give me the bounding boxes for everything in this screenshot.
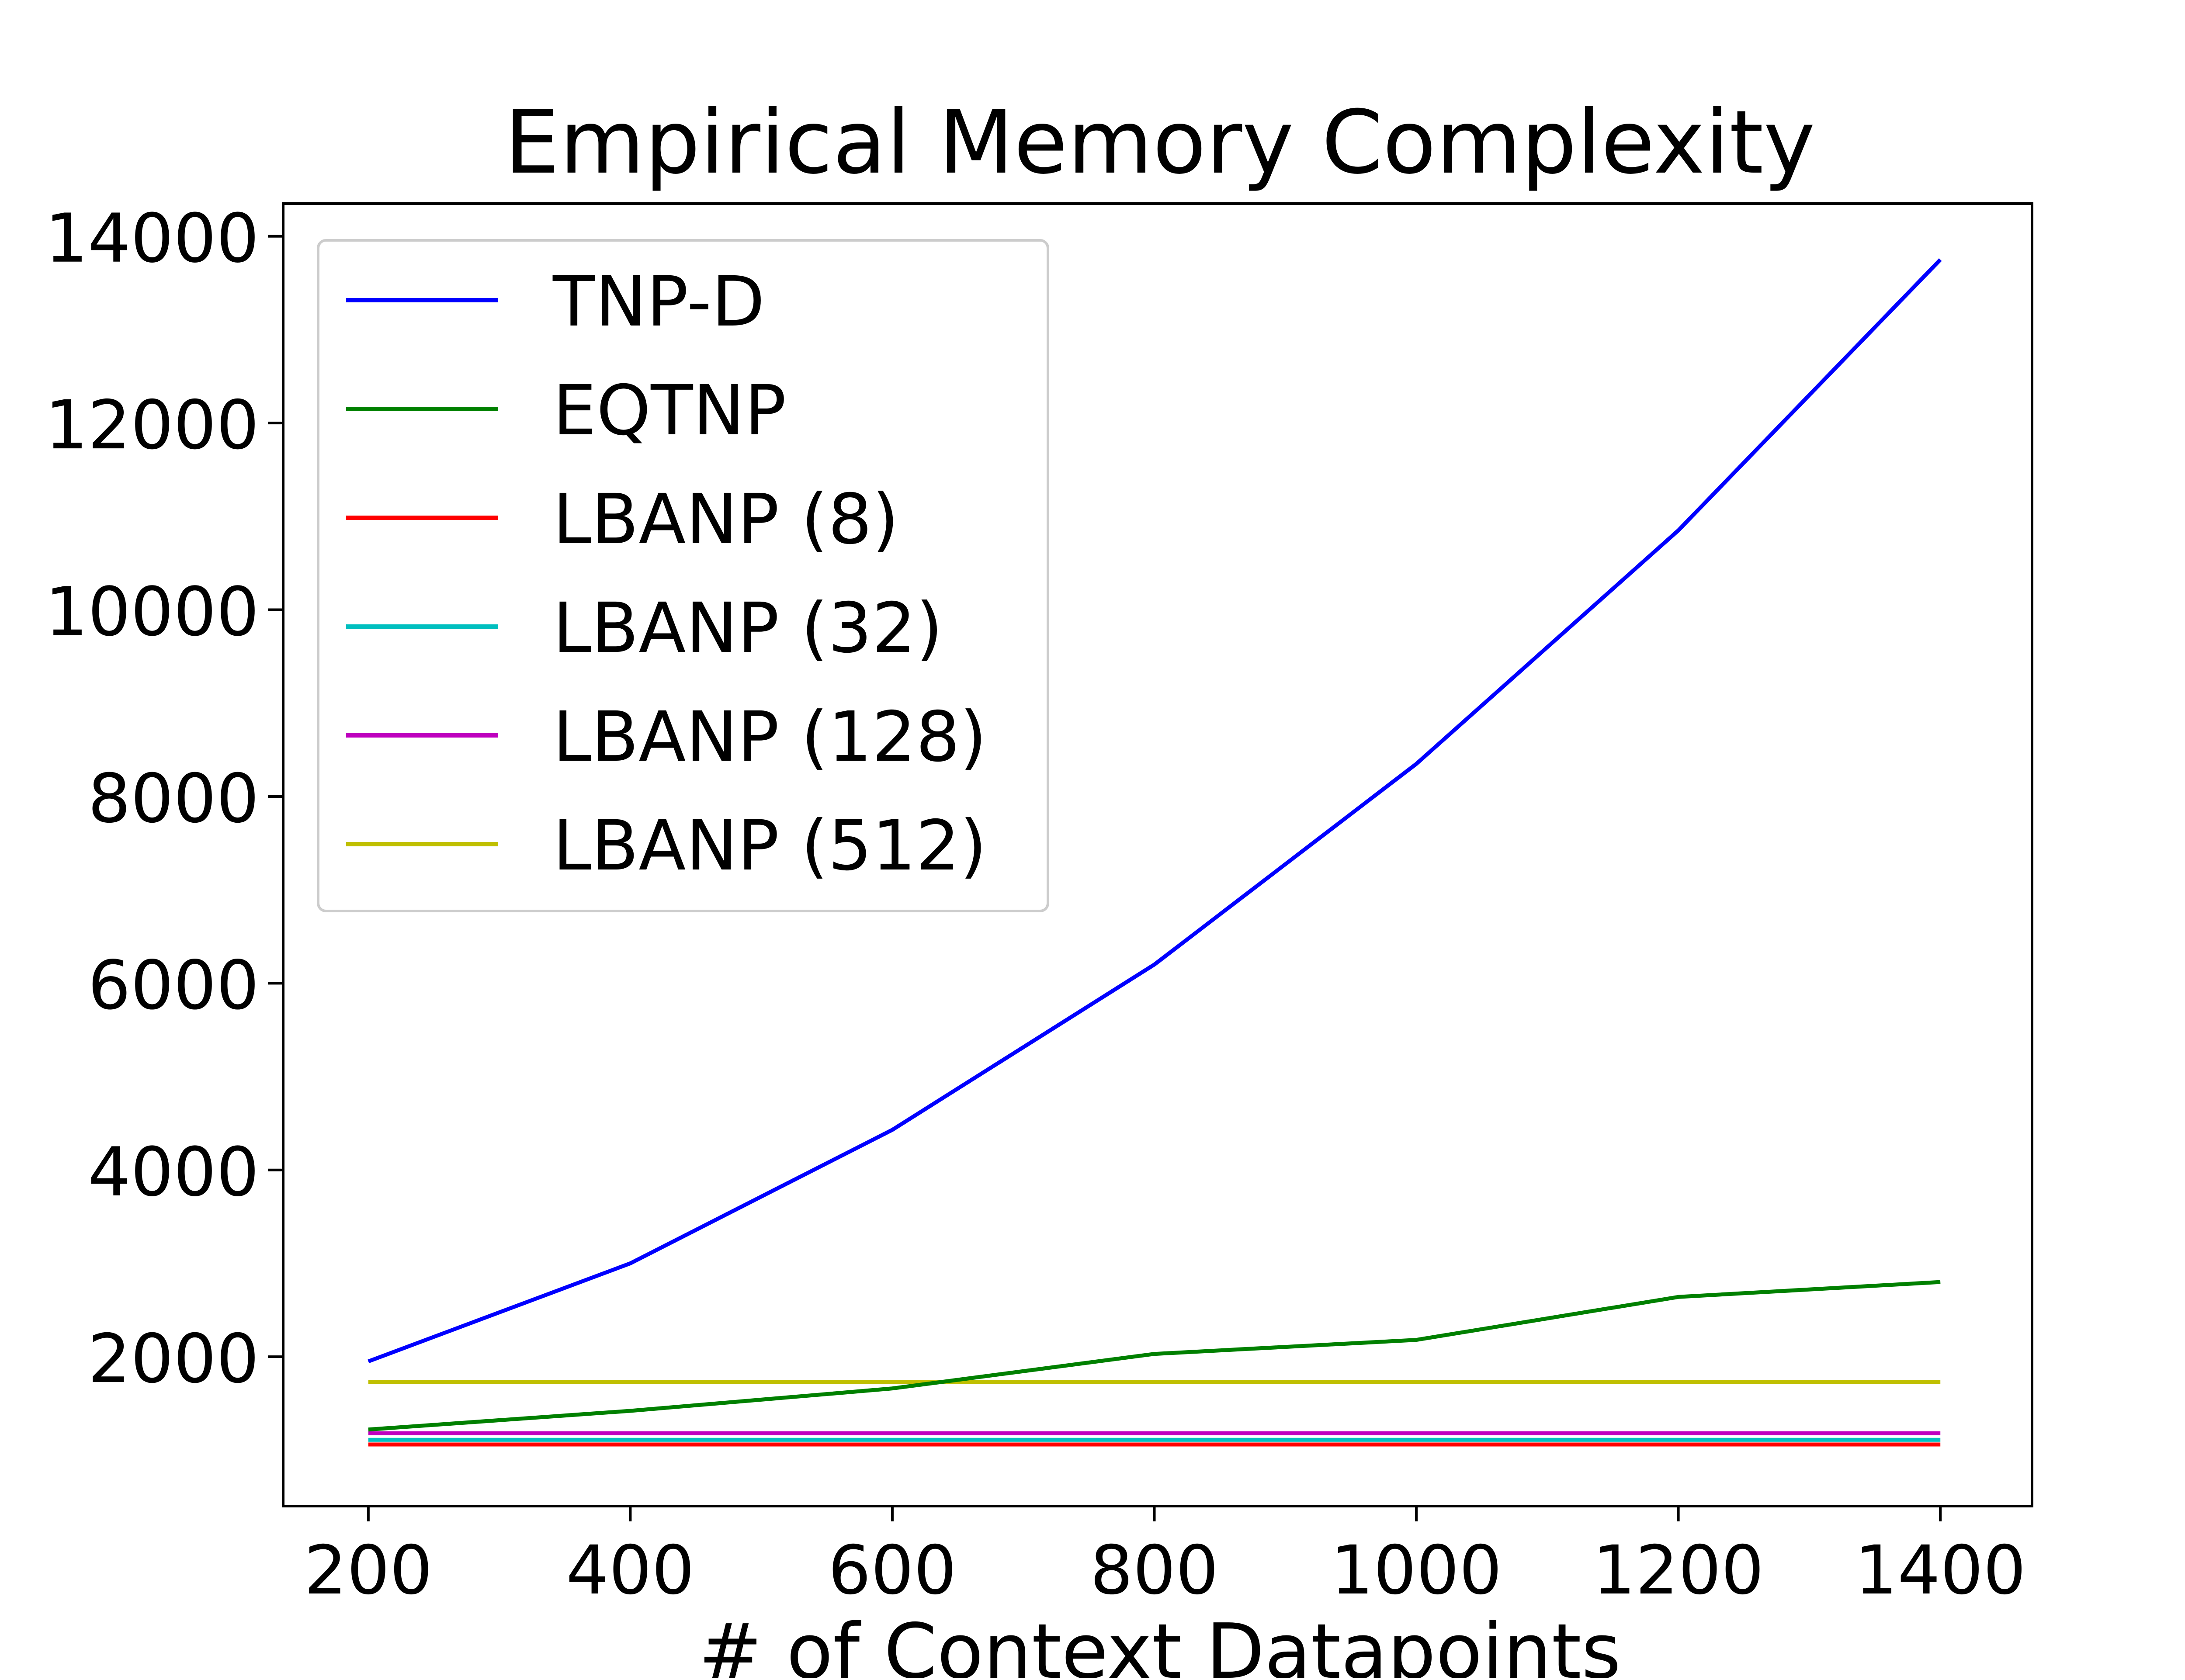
legend-label: EQTNP xyxy=(553,371,786,451)
y-tick-label: 8000 xyxy=(88,760,259,838)
x-tick-label: 400 xyxy=(566,1531,694,1610)
legend-label: LBANP (128) xyxy=(553,697,987,777)
x-tick-label: 1400 xyxy=(1855,1531,2026,1610)
legend: TNP-D EQTNP LBANP (8) LBANP (32) LBANP (128)… xyxy=(317,239,1049,912)
x-tick-label: 1000 xyxy=(1331,1531,1502,1610)
x-tick-label: 1200 xyxy=(1593,1531,1764,1610)
x-tick-label: 200 xyxy=(304,1531,433,1610)
x-axis-label: # of Context Datapoints xyxy=(699,1607,1621,1678)
x-axis: 200 400 600 800 1000 1200 1400 xyxy=(304,1506,2026,1610)
y-axis: 2000 4000 6000 8000 10000 12000 14000 xyxy=(45,200,283,1398)
plot-lines xyxy=(368,258,1942,1447)
series-line-tnp-d xyxy=(368,258,1942,1364)
y-tick-label: 6000 xyxy=(88,946,259,1025)
y-tick-label: 2000 xyxy=(88,1320,259,1398)
chart-title: Empirical Memory Complexity xyxy=(504,92,1815,194)
legend-label: LBANP (8) xyxy=(553,479,899,560)
x-tick-label: 600 xyxy=(828,1531,957,1610)
y-tick-label: 10000 xyxy=(45,573,259,651)
y-tick-label: 14000 xyxy=(45,200,259,278)
y-tick-label: 12000 xyxy=(45,386,259,464)
legend-box xyxy=(317,239,1049,912)
legend-label: LBANP (32) xyxy=(553,588,943,669)
legend-label: TNP-D xyxy=(552,262,765,342)
plot-frame xyxy=(282,202,2033,1507)
legend-label: LBANP (512) xyxy=(553,806,987,886)
x-tick-label: 800 xyxy=(1090,1531,1219,1610)
y-tick-label: 4000 xyxy=(88,1133,259,1212)
series-line-eqtnp xyxy=(368,1280,1941,1432)
